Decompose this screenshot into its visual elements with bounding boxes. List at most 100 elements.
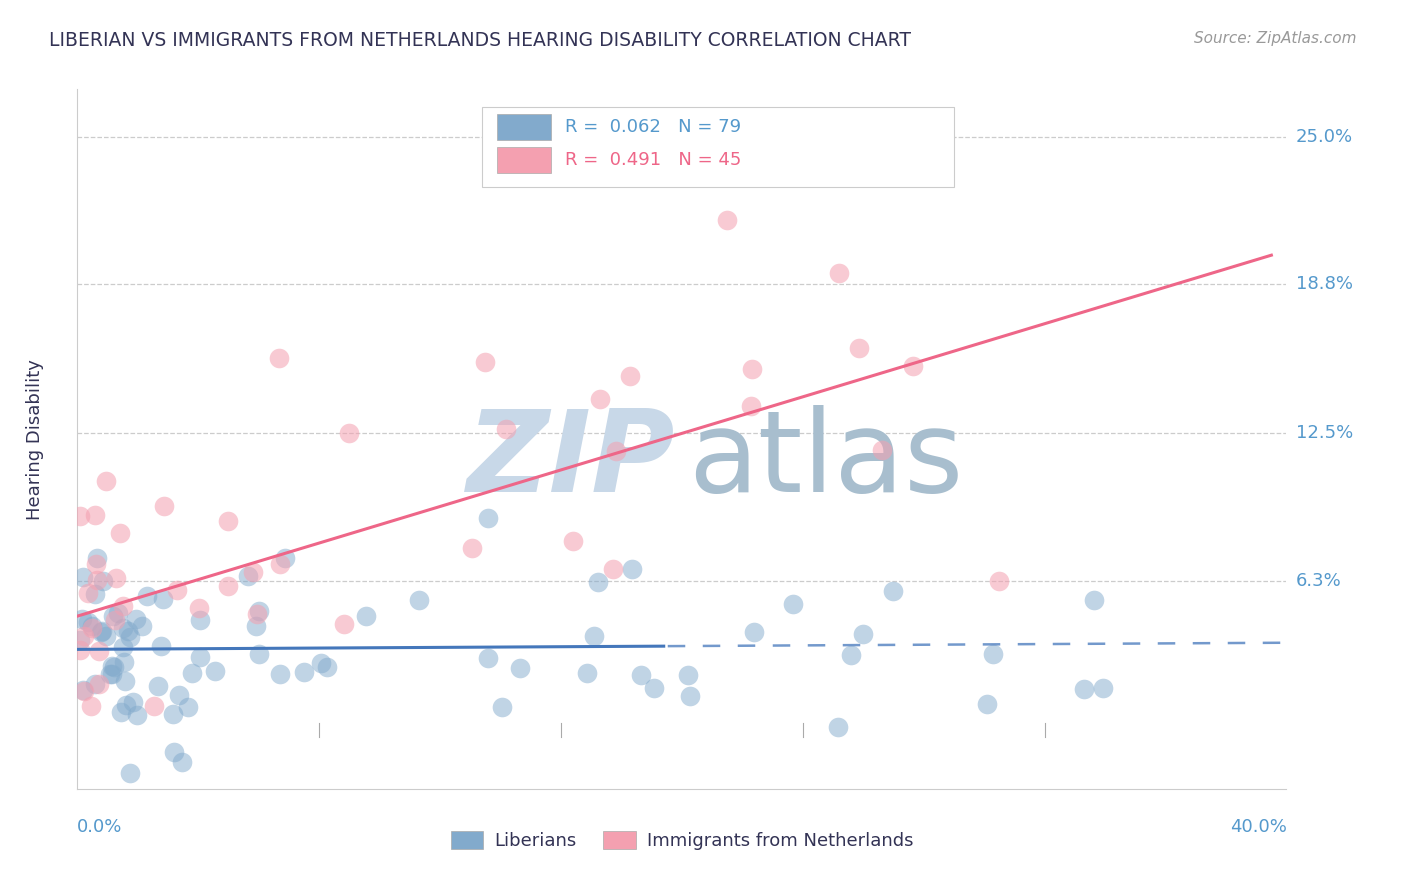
Text: ZIP: ZIP (467, 405, 676, 516)
Legend: Liberians, Immigrants from Netherlands: Liberians, Immigrants from Netherlands (443, 823, 921, 857)
Point (190, 613, 212, 627)
Point (152, 499, 174, 513)
Point (461, 541, 484, 555)
Point (740, 399, 762, 413)
Point (89, 644, 111, 658)
Text: LIBERIAN VS IMMIGRANTS FROM NETHERLANDS HEARING DISABILITY CORRELATION CHART: LIBERIAN VS IMMIGRANTS FROM NETHERLANDS … (49, 31, 911, 50)
Point (187, 601, 209, 615)
Point (827, 266, 849, 280)
Point (217, 514, 239, 528)
Point (782, 598, 804, 612)
Point (561, 533, 583, 548)
Point (112, 655, 135, 669)
Point (619, 369, 641, 384)
Point (273, 550, 295, 565)
Point (163, 745, 186, 759)
Point (678, 668, 700, 682)
Point (976, 697, 998, 711)
Point (86, 573, 108, 587)
Text: atlas: atlas (688, 405, 963, 516)
Point (882, 584, 904, 599)
Point (827, 720, 849, 734)
Point (135, 589, 157, 603)
Point (83, 587, 105, 601)
Bar (496, 113, 551, 140)
Point (166, 583, 188, 598)
Point (69, 643, 91, 657)
Point (110, 526, 132, 541)
Point (86, 551, 108, 566)
Text: R =  0.491   N = 45: R = 0.491 N = 45 (565, 151, 741, 169)
FancyBboxPatch shape (482, 107, 955, 187)
Point (118, 630, 141, 644)
Point (236, 568, 259, 582)
Point (605, 444, 627, 458)
Point (73, 684, 96, 698)
Point (354, 608, 377, 623)
Point (309, 657, 332, 671)
Point (315, 660, 337, 674)
Point (1091, 681, 1114, 695)
Point (72, 612, 94, 626)
Point (474, 355, 496, 369)
Point (77, 615, 100, 630)
Point (142, 699, 165, 714)
Point (576, 666, 599, 681)
Point (83, 508, 105, 523)
Point (716, 212, 738, 227)
Point (107, 606, 129, 620)
Point (91, 574, 114, 588)
Point (477, 511, 499, 525)
Point (152, 592, 174, 607)
Point (477, 651, 499, 665)
Point (90, 625, 112, 640)
Point (1083, 592, 1105, 607)
Point (169, 689, 191, 703)
Point (903, 359, 925, 374)
Point (69, 508, 91, 523)
Point (127, 707, 149, 722)
Point (122, 695, 145, 709)
Point (630, 668, 652, 682)
Point (678, 690, 700, 704)
Text: 6.3%: 6.3% (1295, 572, 1341, 590)
Point (77, 586, 100, 600)
Point (111, 599, 134, 613)
Point (839, 648, 862, 663)
Point (852, 626, 875, 640)
Point (84, 677, 107, 691)
Point (115, 698, 138, 712)
Point (741, 362, 763, 376)
Point (125, 612, 148, 626)
Point (94, 474, 117, 488)
Text: 18.8%: 18.8% (1295, 275, 1353, 293)
Text: 12.5%: 12.5% (1295, 425, 1353, 442)
Text: 25.0%: 25.0% (1295, 128, 1353, 145)
Point (269, 667, 291, 681)
Point (337, 426, 360, 441)
Point (509, 661, 531, 675)
Point (643, 681, 665, 695)
Point (245, 618, 267, 632)
Text: Source: ZipAtlas.com: Source: ZipAtlas.com (1194, 31, 1357, 46)
Point (588, 392, 610, 406)
Point (247, 604, 270, 618)
Point (172, 756, 194, 770)
Point (162, 706, 184, 721)
Point (103, 660, 125, 674)
Text: R =  0.062   N = 79: R = 0.062 N = 79 (565, 118, 741, 136)
Point (118, 765, 141, 780)
Point (981, 647, 1004, 661)
Point (988, 574, 1011, 588)
Bar (496, 146, 551, 173)
Point (204, 664, 226, 678)
Point (332, 616, 354, 631)
Point (98, 666, 121, 681)
Point (621, 562, 644, 576)
Point (1073, 682, 1095, 697)
Point (848, 341, 870, 355)
Point (247, 647, 270, 661)
Point (111, 640, 134, 655)
Point (602, 562, 624, 576)
Point (267, 351, 290, 366)
